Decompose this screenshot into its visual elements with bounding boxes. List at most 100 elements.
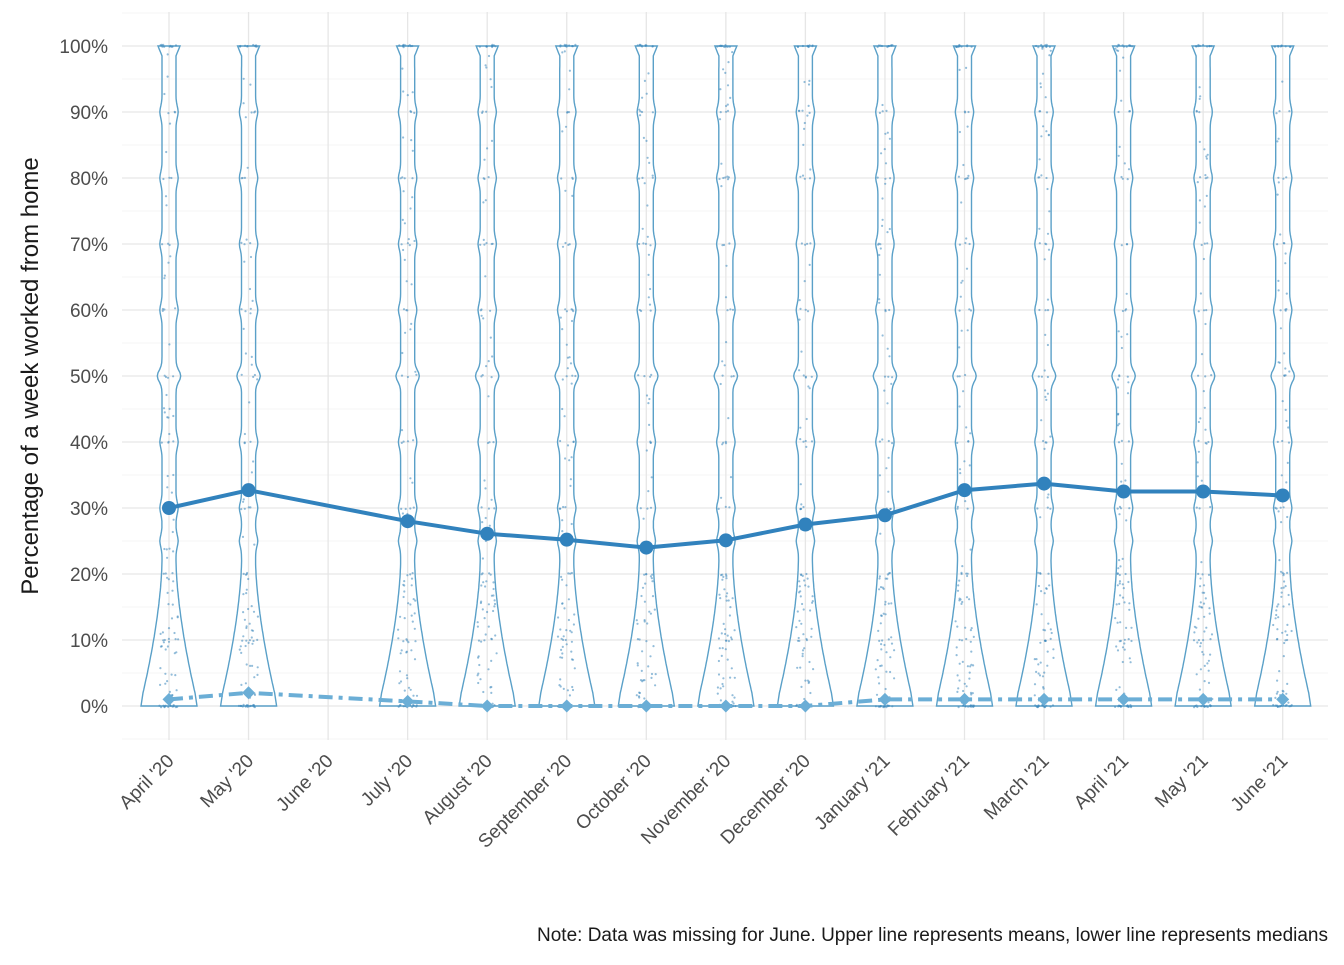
data-point bbox=[643, 620, 646, 623]
data-point bbox=[647, 72, 650, 75]
data-point bbox=[403, 617, 406, 620]
data-point bbox=[716, 45, 719, 48]
data-point bbox=[965, 596, 969, 599]
data-point bbox=[642, 242, 645, 245]
data-point bbox=[733, 696, 736, 699]
data-point bbox=[1288, 370, 1291, 373]
data-point bbox=[960, 201, 963, 204]
data-point bbox=[970, 627, 973, 630]
data-point bbox=[954, 620, 957, 623]
data-point bbox=[1198, 111, 1201, 114]
data-point bbox=[1117, 378, 1120, 381]
data-point bbox=[957, 175, 961, 178]
data-point bbox=[636, 664, 639, 667]
data-point bbox=[493, 599, 496, 602]
data-point bbox=[481, 111, 484, 114]
data-point bbox=[799, 595, 802, 598]
data-point bbox=[651, 176, 654, 179]
data-point bbox=[1128, 44, 1131, 47]
data-point bbox=[957, 584, 960, 587]
data-point bbox=[1120, 439, 1123, 442]
data-point bbox=[635, 694, 638, 697]
data-point bbox=[807, 681, 810, 685]
data-point bbox=[1040, 419, 1043, 422]
data-point bbox=[964, 500, 967, 503]
data-point bbox=[406, 309, 409, 312]
data-point bbox=[1207, 573, 1211, 577]
data-point bbox=[967, 705, 970, 708]
data-point bbox=[249, 83, 252, 86]
data-point bbox=[167, 578, 170, 581]
data-point bbox=[1120, 480, 1123, 483]
data-point bbox=[244, 682, 247, 685]
data-point bbox=[492, 441, 495, 444]
data-point bbox=[959, 598, 962, 601]
data-point bbox=[1280, 521, 1283, 524]
data-point bbox=[488, 572, 491, 575]
data-point bbox=[721, 578, 724, 581]
median-point bbox=[162, 692, 176, 706]
data-point bbox=[242, 635, 245, 638]
data-point bbox=[162, 177, 165, 181]
data-point bbox=[253, 111, 256, 114]
data-point bbox=[1121, 583, 1124, 586]
data-point bbox=[163, 277, 166, 280]
data-point bbox=[401, 176, 404, 179]
data-point bbox=[256, 666, 259, 669]
data-point bbox=[802, 374, 805, 377]
data-point bbox=[252, 43, 255, 47]
data-point bbox=[173, 110, 176, 113]
data-point bbox=[572, 440, 575, 444]
data-point bbox=[1276, 243, 1279, 246]
data-point bbox=[170, 491, 173, 494]
data-point bbox=[730, 667, 733, 670]
data-point bbox=[406, 574, 409, 577]
data-point bbox=[409, 477, 412, 480]
y-tick-label: 60% bbox=[70, 301, 108, 322]
data-point bbox=[1210, 45, 1213, 48]
data-point bbox=[727, 61, 730, 64]
data-point bbox=[249, 664, 252, 668]
data-point bbox=[888, 308, 891, 312]
data-point bbox=[1119, 621, 1122, 624]
data-point bbox=[480, 584, 483, 587]
data-point bbox=[1038, 158, 1041, 161]
data-point bbox=[1279, 327, 1282, 330]
data-point bbox=[566, 689, 570, 692]
data-point bbox=[1197, 310, 1200, 313]
data-point bbox=[1274, 45, 1277, 48]
data-point bbox=[958, 68, 961, 71]
data-point bbox=[717, 673, 721, 676]
data-point bbox=[402, 190, 405, 193]
data-point bbox=[1114, 47, 1117, 50]
data-point bbox=[878, 639, 881, 643]
data-point bbox=[891, 376, 894, 379]
data-point bbox=[970, 663, 973, 666]
data-point bbox=[1274, 617, 1277, 620]
data-point bbox=[163, 411, 166, 414]
data-point bbox=[414, 640, 417, 643]
data-point bbox=[1284, 252, 1287, 255]
data-point bbox=[650, 476, 653, 479]
data-point bbox=[1283, 374, 1286, 377]
data-point bbox=[718, 647, 721, 650]
mean-point bbox=[1116, 484, 1131, 499]
data-point bbox=[249, 307, 252, 310]
data-point bbox=[640, 594, 643, 598]
data-point bbox=[1046, 650, 1049, 653]
data-point bbox=[637, 177, 641, 180]
mean-point bbox=[559, 532, 574, 547]
data-point bbox=[492, 594, 495, 597]
data-point bbox=[166, 680, 169, 683]
data-point bbox=[1198, 507, 1201, 510]
data-point bbox=[562, 687, 565, 691]
data-point bbox=[719, 88, 722, 91]
data-point bbox=[172, 580, 175, 583]
data-point bbox=[246, 166, 249, 169]
data-point bbox=[804, 679, 807, 682]
data-point bbox=[571, 374, 574, 377]
data-point bbox=[410, 584, 413, 587]
data-point bbox=[884, 613, 887, 616]
data-point bbox=[169, 704, 172, 708]
data-point bbox=[403, 590, 406, 593]
